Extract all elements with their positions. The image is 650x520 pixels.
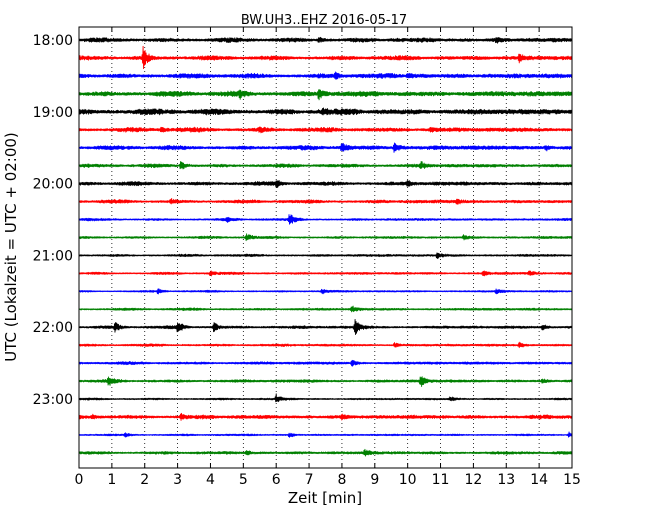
- trace-1845: [78, 89, 573, 101]
- x-axis-label: Zeit [min]: [288, 489, 362, 507]
- trace-1915: [78, 126, 573, 134]
- x-tick-label: 9: [370, 472, 379, 488]
- trace-2030: [78, 214, 573, 225]
- chart-title: BW.UH3..EHZ 2016-05-17: [241, 13, 407, 28]
- y-tick-labels: 18:00 19:00 20:00 21:00 22:00 23:00: [33, 33, 73, 408]
- trace-1800: [78, 36, 573, 44]
- x-tick-label: 11: [432, 472, 450, 488]
- x-tick-label: 0: [75, 472, 84, 488]
- y-tick-label: 20:00: [33, 177, 73, 193]
- trace-2130: [78, 288, 573, 295]
- axis-ticks: [78, 27, 573, 468]
- trace-2015: [78, 198, 573, 205]
- y-tick-label: 22:00: [33, 320, 73, 336]
- x-tick-label: 7: [305, 472, 314, 488]
- x-tick-label: 12: [464, 472, 482, 488]
- trace-2300: [78, 393, 573, 403]
- seismic-traces: [78, 36, 573, 457]
- x-tick-label: 10: [399, 472, 417, 488]
- trace-1900: [78, 107, 573, 116]
- plot-frame: [78, 26, 573, 469]
- x-tick-label: 1: [107, 472, 116, 488]
- trace-2045: [78, 233, 573, 242]
- y-tick-label: 18:00: [33, 33, 73, 49]
- y-axis-label: UTC (Lokalzeit = UTC + 02:00): [2, 132, 20, 362]
- grid-lines: [111, 27, 540, 468]
- x-tick-label: 6: [272, 472, 281, 488]
- trace-2215: [78, 341, 573, 349]
- y-tick-label: 21:00: [33, 248, 73, 264]
- x-tick-labels: 0 1 2 3 4 5 6 7 8 9 10 11 12 13 14 15: [75, 472, 581, 488]
- trace-2200: [78, 318, 573, 335]
- trace-2100: [78, 252, 573, 260]
- trace-2345: [78, 448, 573, 457]
- trace-2330: [78, 431, 573, 438]
- trace-1815: [78, 45, 573, 70]
- trace-1830: [78, 71, 573, 80]
- x-tick-label: 4: [206, 472, 215, 488]
- x-tick-label: 2: [140, 472, 149, 488]
- y-tick-label: 23:00: [33, 392, 73, 408]
- y-tick-label: 19:00: [33, 105, 73, 121]
- x-tick-label: 3: [173, 472, 182, 488]
- trace-2145: [78, 305, 573, 313]
- trace-1930: [78, 142, 573, 153]
- x-tick-label: 14: [530, 472, 548, 488]
- trace-1945: [78, 160, 573, 170]
- trace-2000: [78, 179, 573, 188]
- x-tick-label: 5: [239, 472, 248, 488]
- trace-2230: [78, 359, 573, 367]
- x-tick-label: 15: [563, 472, 581, 488]
- x-tick-label: 8: [337, 472, 346, 488]
- trace-2115: [78, 270, 573, 277]
- x-tick-label: 13: [497, 472, 515, 488]
- trace-2315: [78, 412, 573, 421]
- trace-2245: [78, 376, 573, 387]
